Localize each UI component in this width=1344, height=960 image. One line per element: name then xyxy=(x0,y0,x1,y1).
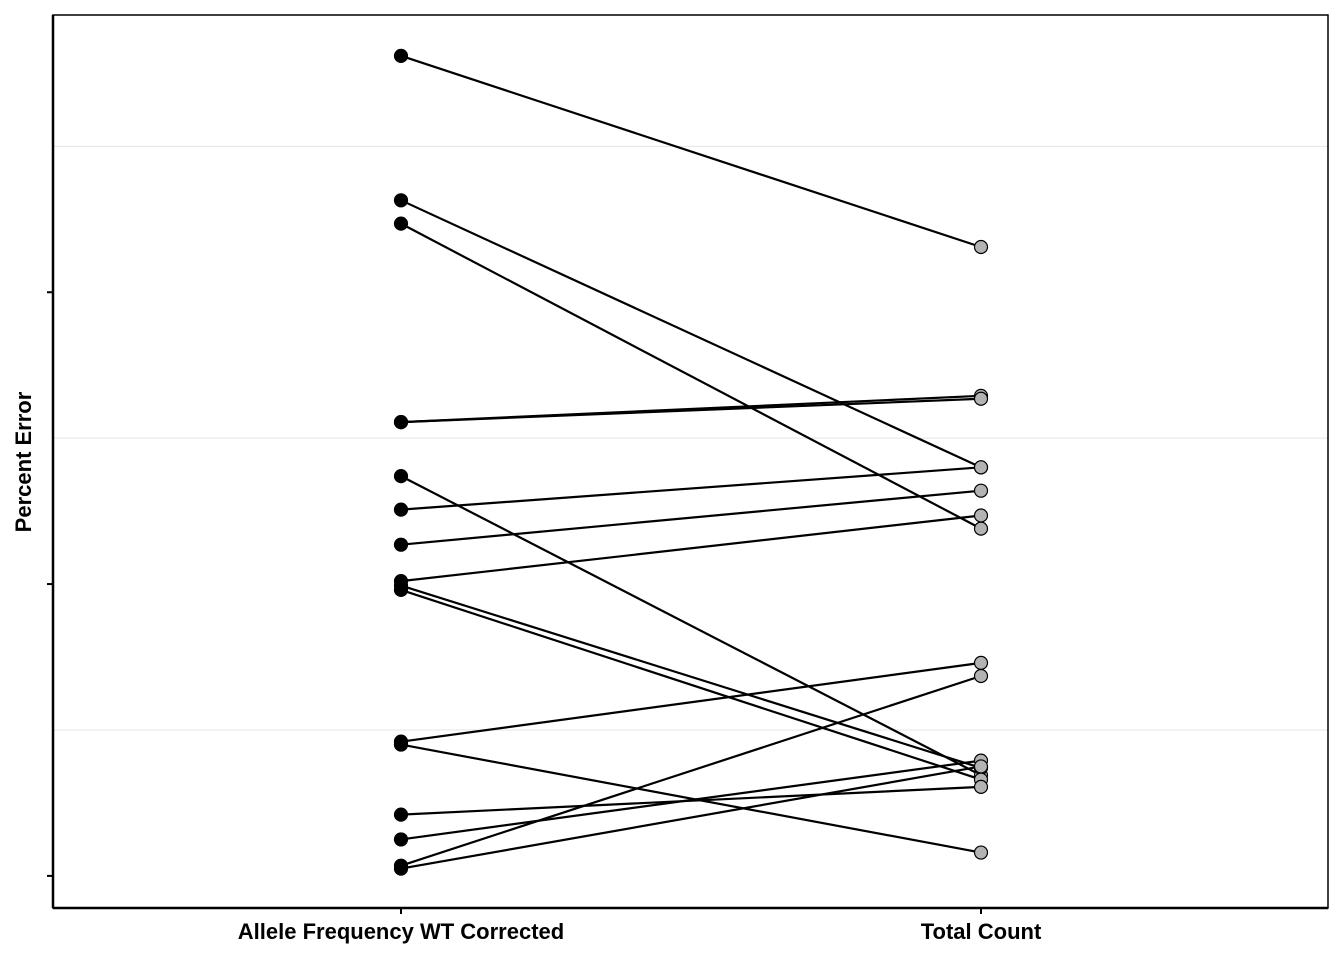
point xyxy=(393,502,409,517)
point xyxy=(393,737,409,752)
point xyxy=(393,861,409,876)
point xyxy=(393,537,409,552)
x-tick-label: Allele Frequency WT Corrected xyxy=(238,919,564,944)
point xyxy=(393,468,409,484)
point xyxy=(973,483,989,498)
point xyxy=(973,521,989,536)
point xyxy=(393,415,409,430)
pair-line xyxy=(400,674,982,867)
pair-line xyxy=(400,397,982,424)
pair-line xyxy=(400,588,982,781)
pair-line xyxy=(400,489,982,546)
point xyxy=(393,48,409,63)
point xyxy=(393,807,409,822)
point xyxy=(393,582,409,598)
point xyxy=(973,845,989,860)
point xyxy=(393,216,409,231)
point xyxy=(973,460,989,475)
pair-line xyxy=(400,743,982,854)
pair-line xyxy=(400,584,982,769)
plot-border xyxy=(52,14,1329,909)
point xyxy=(973,759,989,774)
point xyxy=(973,239,989,255)
point xyxy=(973,779,989,794)
pair-line xyxy=(400,661,982,743)
point xyxy=(973,391,989,406)
y-axis-label: Percent Error xyxy=(11,391,36,532)
pair-line xyxy=(400,199,982,469)
point xyxy=(973,508,989,523)
pair-line xyxy=(400,514,982,583)
point xyxy=(393,832,409,847)
pair-line xyxy=(400,54,982,249)
pair-line xyxy=(400,466,982,511)
pair-line xyxy=(400,475,982,777)
point xyxy=(973,668,989,684)
pair-line xyxy=(400,759,982,841)
point xyxy=(393,193,409,208)
point xyxy=(973,655,989,670)
pair-line xyxy=(400,222,982,530)
x-tick-label: Total Count xyxy=(921,919,1042,944)
pair-line xyxy=(400,765,982,870)
